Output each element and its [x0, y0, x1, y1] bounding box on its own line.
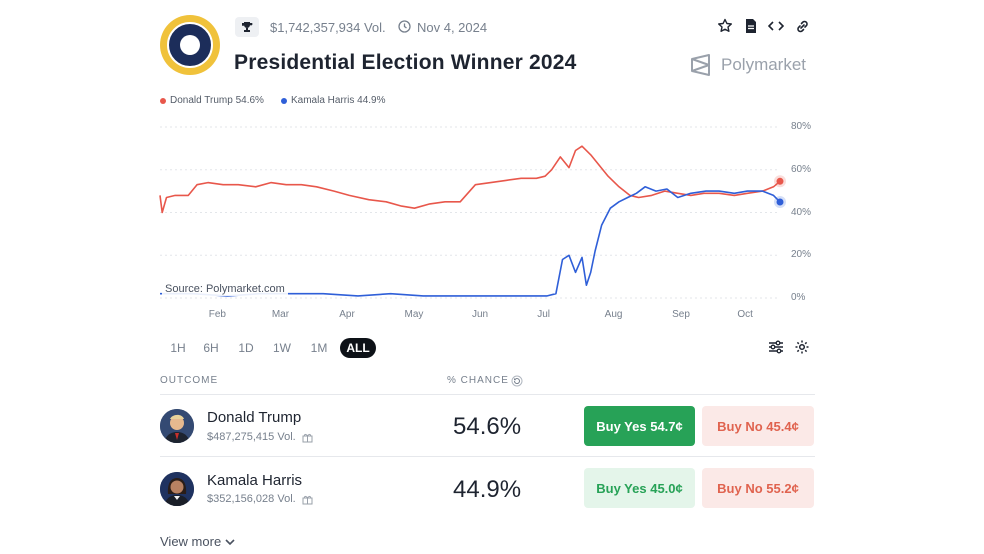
y-tick-label: 40%: [791, 206, 812, 218]
legend-trump-label: Donald Trump 54.6%: [170, 95, 264, 106]
series-line-trump: [159, 145, 781, 214]
code-icon[interactable]: [767, 17, 785, 35]
y-tick-label: 80%: [791, 121, 812, 132]
view-more-link[interactable]: View more: [160, 534, 235, 549]
chance-column-header: % CHANCE: [447, 375, 509, 386]
legend-harris-label: Kamala Harris 44.9%: [291, 95, 386, 106]
document-icon[interactable]: [742, 17, 760, 35]
volume-text: $352,156,028 Vol.: [207, 493, 296, 505]
table-divider: [160, 394, 815, 395]
chart-source: Source: Polymarket.com: [162, 282, 288, 296]
chevron-down-icon: [225, 538, 235, 545]
x-tick-label: Feb: [208, 309, 226, 320]
legend-trump-dot: [160, 97, 166, 104]
legend-harris: Kamala Harris 44.9%: [281, 95, 385, 106]
y-tick-label: 0%: [791, 292, 806, 303]
brand-name: Polymarket: [721, 55, 807, 74]
presidential-seal-icon: [160, 15, 220, 75]
range-1w-button[interactable]: 1W: [273, 341, 291, 355]
x-tick-label: May: [404, 309, 424, 320]
refresh-icon[interactable]: [511, 374, 523, 392]
star-icon[interactable]: [716, 17, 734, 35]
range-1m-button[interactable]: 1M: [310, 341, 328, 355]
x-tick-label: Sep: [672, 309, 690, 320]
gift-icon: [302, 495, 313, 504]
volume-text: $487,275,415 Vol.: [207, 431, 296, 443]
link-icon[interactable]: [793, 17, 811, 35]
outcome-name-harris[interactable]: Kamala Harris: [207, 472, 303, 489]
market-volume: $1,742,357,934 Vol.: [270, 20, 386, 35]
buy-yes-harris-button[interactable]: Buy Yes 45.0¢: [584, 468, 695, 508]
x-tick-label: Aug: [604, 309, 623, 320]
buy-no-harris-button[interactable]: Buy No 55.2¢: [702, 468, 814, 508]
outcome-volume-trump: $487,275,415 Vol.: [207, 431, 313, 443]
polymarket-logo-icon: [691, 54, 710, 76]
chance-trump: 54.6%: [453, 413, 522, 440]
legend-trump: Donald Trump 54.6%: [160, 95, 264, 106]
trophy-icon: [235, 17, 259, 37]
outcome-column-header: OUTCOME: [160, 375, 219, 386]
x-tick-label: Oct: [737, 309, 753, 320]
page-title: Presidential Election Winner 2024: [234, 51, 577, 74]
avatar-harris: [160, 472, 194, 506]
range-1d-button[interactable]: 1D: [238, 341, 254, 355]
series-end-point: [776, 198, 784, 206]
y-tick-label: 60%: [791, 163, 812, 175]
clock-icon: [398, 20, 411, 38]
x-tick-label: Jun: [471, 309, 489, 320]
sliders-icon[interactable]: [768, 340, 784, 359]
range-1h-button[interactable]: 1H: [170, 341, 186, 355]
y-tick-label: 20%: [791, 249, 812, 261]
series-line-harris: [160, 186, 781, 297]
price-chart[interactable]: [0, 0, 984, 330]
view-more-label: View more: [160, 534, 222, 549]
range-6h-button[interactable]: 6H: [203, 341, 219, 355]
chance-harris: 44.9%: [453, 476, 522, 503]
series-end-point: [776, 177, 784, 185]
gear-icon[interactable]: [794, 339, 810, 360]
row-divider: [160, 456, 815, 457]
polymarket-logo: Polymarket: [689, 53, 806, 77]
buy-no-trump-button[interactable]: Buy No 45.4¢: [702, 406, 814, 446]
range-all-button[interactable]: ALL: [340, 338, 376, 358]
outcome-name-trump[interactable]: Donald Trump: [207, 409, 302, 426]
avatar-trump: [160, 409, 194, 443]
legend-harris-dot: [281, 97, 287, 104]
x-tick-label: Apr: [339, 309, 355, 320]
x-tick-label: Jul: [537, 309, 551, 320]
gift-icon: [302, 433, 313, 442]
x-tick-label: Mar: [271, 309, 290, 320]
buy-yes-trump-button[interactable]: Buy Yes 54.7¢: [584, 406, 695, 446]
outcome-volume-harris: $352,156,028 Vol.: [207, 493, 313, 505]
end-date: Nov 4, 2024: [417, 20, 488, 35]
